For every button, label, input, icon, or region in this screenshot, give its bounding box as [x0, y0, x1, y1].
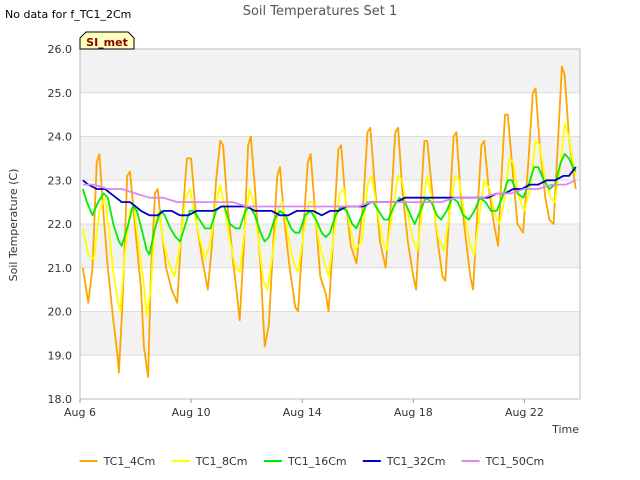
legend-label-tc1-16cm: TC1_16Cm — [287, 455, 347, 468]
y-tick-label: 22.0 — [48, 218, 73, 231]
y-tick-label: 23.0 — [48, 174, 73, 187]
plot-band — [80, 49, 580, 93]
legend: TC1_4Cm TC1_8Cm TC1_16Cm TC1_32Cm TC1_50Cm — [79, 455, 545, 468]
series-layer — [81, 65, 577, 378]
x-tick-label: Aug 10 — [172, 406, 211, 419]
legend-label-tc1-32cm: TC1_32Cm — [386, 455, 446, 468]
legend-label-tc1-50cm: TC1_50Cm — [485, 455, 545, 468]
y-tick-labels: 18.0 19.0 20.0 21.0 22.0 23.0 24.0 25.0 26.0 — [48, 43, 73, 406]
y-tick-label: 21.0 — [48, 262, 73, 275]
x-axis-label: Time — [551, 423, 579, 436]
y-tick-label: 25.0 — [48, 87, 73, 100]
y-tick-label: 24.0 — [48, 131, 73, 144]
y-axis-label: Soil Temperature (C) — [7, 169, 20, 282]
y-tick-label: 18.0 — [48, 393, 73, 406]
x-tick-labels: Aug 6 Aug 10 Aug 14 Aug 18 Aug 22 — [64, 399, 544, 419]
plot-band — [80, 311, 580, 356]
no-data-note: No data for f_TC1_2Cm — [5, 8, 131, 21]
plot-band — [80, 136, 580, 181]
x-tick-label: Aug 18 — [394, 406, 433, 419]
plot-frame — [79, 48, 581, 400]
series-line-tc1-50cm — [82, 179, 577, 208]
chart-title: Soil Temperatures Set 1 — [243, 4, 398, 19]
x-tick-label: Aug 14 — [283, 406, 322, 419]
badge-label: SI_met — [86, 36, 128, 49]
y-tick-label: 26.0 — [48, 43, 73, 56]
plot-band — [80, 355, 580, 399]
y-tick-label: 20.0 — [48, 306, 73, 319]
y-tick-label: 19.0 — [48, 349, 73, 362]
plot-band — [80, 92, 580, 137]
x-tick-label: Aug 6 — [64, 406, 96, 419]
legend-label-tc1-4cm: TC1_4Cm — [103, 455, 156, 468]
legend-label-tc1-8cm: TC1_8Cm — [195, 455, 248, 468]
x-tick-label: Aug 22 — [505, 406, 544, 419]
badge-shape — [79, 31, 135, 50]
series-line-tc1-4cm — [81, 65, 577, 378]
badge: SI_met — [79, 31, 135, 50]
